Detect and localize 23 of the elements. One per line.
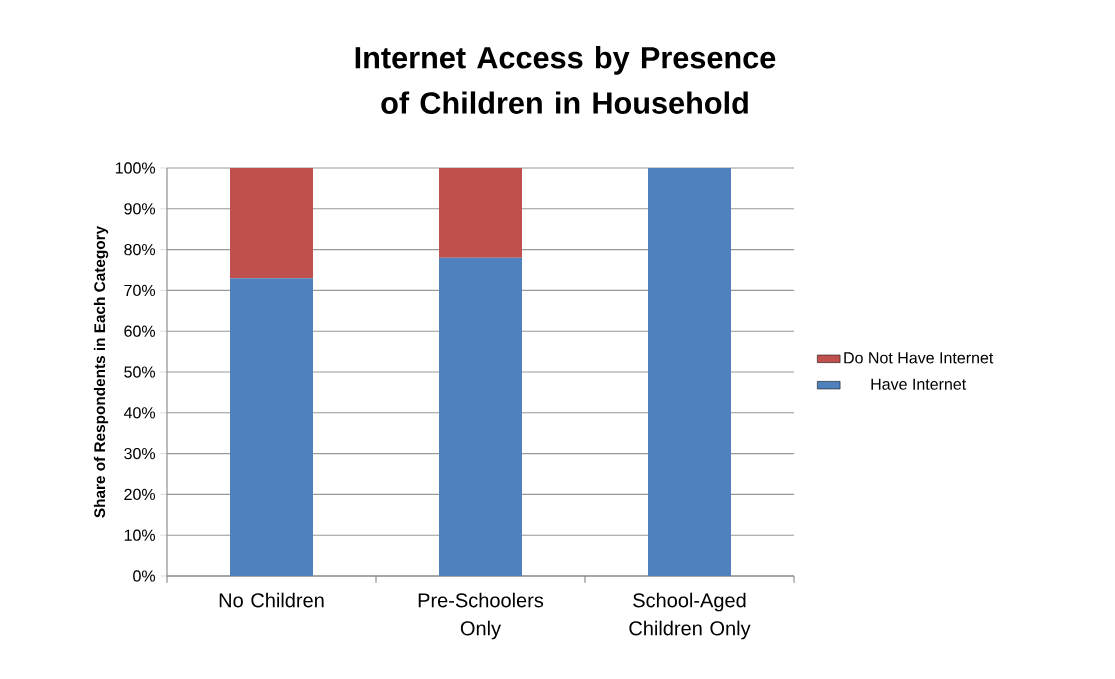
x-tick-label: No Children bbox=[219, 592, 324, 608]
y-tick-label: 70% bbox=[124, 284, 156, 297]
x-tick-label: Pre-Schoolers Only bbox=[418, 592, 544, 640]
x-tick-label: School-Aged Children Only bbox=[629, 592, 751, 640]
y-tick-label: 100% bbox=[115, 162, 156, 174]
legend-label: Have Internet bbox=[871, 378, 967, 390]
bar bbox=[230, 278, 313, 576]
bar bbox=[648, 168, 731, 576]
y-tick-label: 30% bbox=[124, 447, 156, 460]
y-tick-label: 80% bbox=[124, 243, 156, 256]
y-tick-label: 40% bbox=[123, 407, 156, 419]
y-tick-label: 60% bbox=[124, 325, 156, 337]
chart-title: Internet Access by Presence of Children in Household bbox=[355, 46, 776, 114]
y-axis-title: Share of Respondents in Each Category bbox=[93, 225, 109, 518]
bar bbox=[230, 168, 313, 279]
legend-label: Do Not Have Internet bbox=[844, 352, 994, 364]
bar bbox=[439, 257, 522, 576]
y-tick-label: 90% bbox=[124, 203, 156, 215]
y-tick-label: 20% bbox=[124, 488, 156, 501]
y-tick-label: 10% bbox=[124, 529, 156, 541]
bar bbox=[439, 168, 522, 258]
y-tick-label: 0% bbox=[133, 570, 156, 582]
y-tick-label: 50% bbox=[124, 366, 156, 378]
